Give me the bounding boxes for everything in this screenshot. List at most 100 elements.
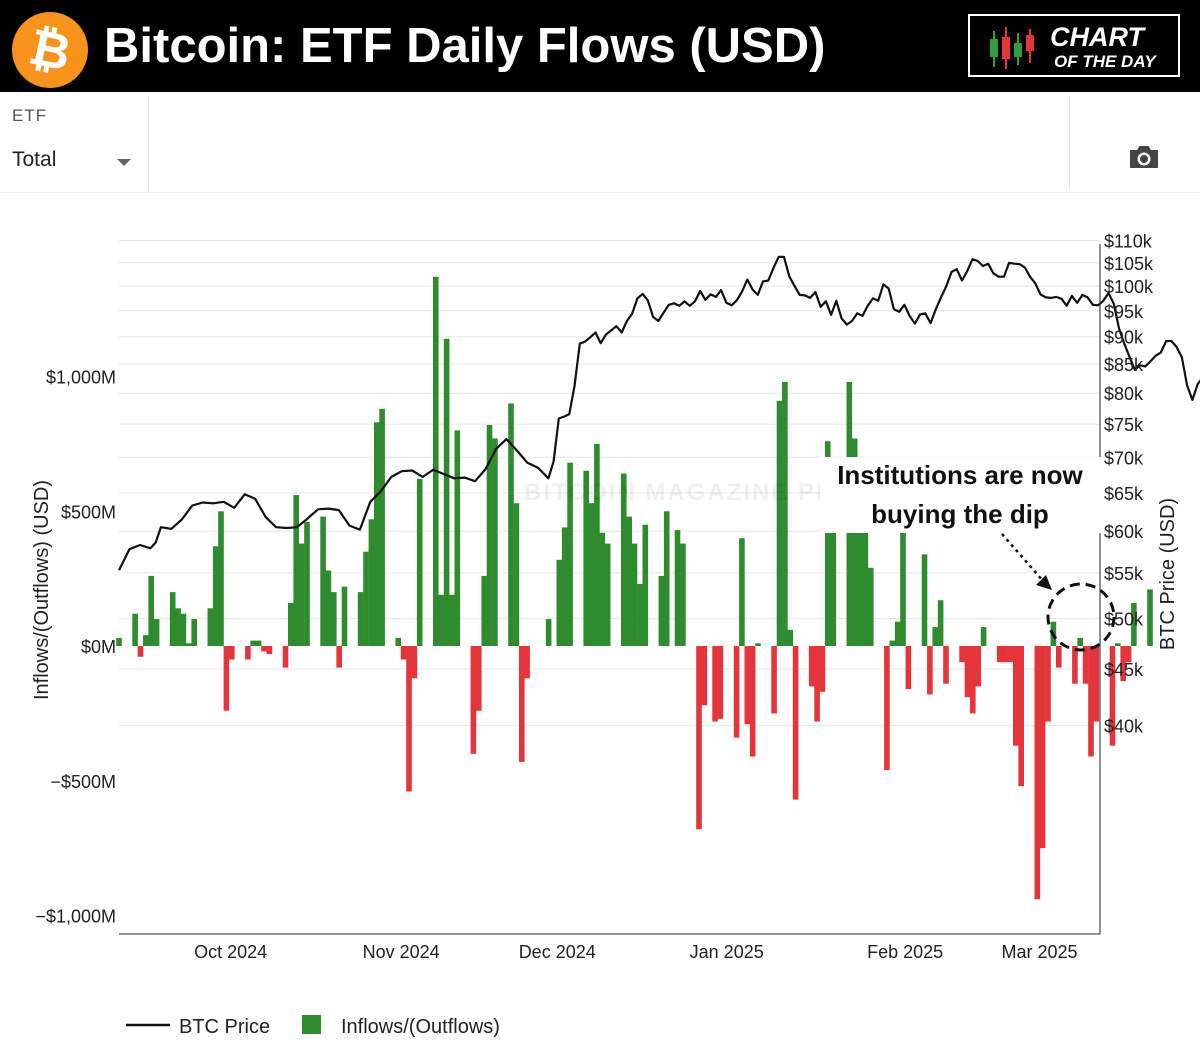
inflow-bar [937, 600, 944, 646]
outflow-bar [696, 646, 702, 830]
inflow-bar [658, 575, 665, 646]
x-tick-label: Oct 2024 [194, 942, 267, 962]
left-tick-label: $0M [81, 637, 116, 657]
outflow-bar [261, 646, 267, 652]
x-axis-ticks: Oct 2024 Nov 2024 Dec 2024 Jan 2025 Feb 2025… [194, 942, 1077, 962]
inflow-bar [862, 508, 869, 646]
outflow-bar [712, 646, 718, 722]
inflow-bar [1115, 643, 1121, 646]
inflow-bar [680, 543, 686, 646]
outflow-bar [282, 646, 289, 668]
outflow-bar [996, 646, 1003, 663]
inflow-bar [588, 503, 595, 646]
inflow-bar [325, 570, 332, 646]
inflow-bar [782, 381, 788, 646]
outflow-bar [1013, 646, 1019, 746]
etf-filter-select[interactable]: Total [12, 148, 57, 171]
x-tick-label: Jan 2025 [690, 942, 764, 962]
outflow-bar [524, 646, 530, 679]
outflow-bar [245, 646, 251, 660]
divider [148, 96, 149, 190]
left-tick-label: $500M [61, 502, 116, 522]
inflow-bar [980, 627, 987, 646]
inflow-bar [153, 619, 160, 646]
x-tick-label: Dec 2024 [519, 942, 596, 962]
outflow-bar [749, 646, 756, 757]
outflow-bar [959, 646, 965, 663]
outflow-bar [701, 646, 708, 706]
inflow-bar [449, 594, 455, 646]
inflow-bar [293, 495, 299, 646]
outflow-bar [519, 646, 525, 762]
candlestick-icon [990, 27, 1034, 69]
etf-filter-label: ETF [12, 106, 48, 125]
inflow-bar [492, 438, 498, 646]
right-tick-label: $50k [1104, 610, 1144, 630]
inflow-bar [368, 519, 375, 646]
inflow-bar [218, 511, 224, 647]
outflow-bar [970, 646, 976, 714]
inflow-bar [830, 457, 836, 646]
left-tick-label: −$500M [50, 772, 116, 792]
inflow-bar [583, 470, 589, 646]
outflow-bar [266, 646, 273, 655]
page-title: Bitcoin: ETF Daily Flows (USD) [104, 19, 826, 73]
inflow-bar [180, 613, 187, 646]
outflow-bar [1082, 646, 1089, 684]
right-tick-label: $70k [1104, 448, 1144, 468]
inflow-bar [787, 629, 794, 646]
legend-swatch-flows [302, 1015, 321, 1034]
outflow-bar [1088, 646, 1094, 757]
camera-icon[interactable] [1128, 144, 1160, 170]
outflow-bar [943, 646, 949, 684]
chevron-down-icon[interactable] [117, 159, 131, 166]
right-tick-label: $95k [1104, 302, 1144, 322]
outflow-bar [406, 646, 412, 792]
outflow-bar [470, 646, 477, 754]
btc-price-line [118, 255, 1200, 571]
inflow-bar [438, 594, 444, 646]
right-tick-label: $45k [1104, 660, 1144, 680]
watermark: BITCOIN MAGAZINE PRO [524, 479, 856, 506]
outflow-bar [1034, 646, 1041, 900]
inflow-bar [255, 640, 262, 646]
inflow-bar [379, 408, 385, 646]
inflow-bar [851, 438, 858, 646]
inflow-bar [594, 443, 600, 646]
inflow-bar [143, 635, 149, 646]
outflow-bar [1072, 646, 1078, 684]
inflow-bar [288, 602, 294, 646]
chart-of-the-day-badge: CHART OF THE DAY [968, 14, 1180, 77]
inflow-bar [755, 643, 761, 646]
inflow-bar [191, 619, 197, 646]
right-axis-ticks: $110k$105k $100k $95k $90k $85k $80k $75k $70k $… [1104, 232, 1154, 737]
inflow-bar [1077, 637, 1083, 646]
outflow-bar [1056, 646, 1062, 668]
outflow-bar [1120, 646, 1126, 681]
inflow-bar [663, 511, 670, 647]
outflow-bar [1045, 646, 1051, 722]
inflow-bar [513, 503, 520, 646]
inflow-bar [304, 522, 310, 646]
right-tick-label: $100k [1104, 277, 1154, 297]
right-tick-label: $90k [1104, 328, 1144, 348]
inflow-bar [868, 567, 874, 646]
inflow-bar [357, 592, 364, 646]
outflow-bar [1093, 646, 1100, 722]
annotation-arrow [1001, 533, 1045, 583]
outflow-bar [975, 646, 981, 687]
inflow-bar [320, 516, 326, 646]
outflow-bar [229, 646, 235, 660]
inflow-bar [186, 643, 192, 646]
outflow-bar [884, 646, 890, 770]
right-tick-label: $40k [1104, 717, 1144, 737]
legend-label-price: BTC Price [179, 1016, 270, 1038]
legend: BTC Price Inflows/(Outflows) [126, 1015, 500, 1038]
inflow-bar [545, 619, 552, 646]
inflow-bar [776, 400, 783, 646]
inflow-bar [626, 516, 632, 646]
right-tick-label: $85k [1104, 355, 1144, 375]
inflow-bar [298, 543, 305, 646]
outflow-bar [1125, 646, 1132, 663]
inflow-bar [363, 551, 369, 646]
